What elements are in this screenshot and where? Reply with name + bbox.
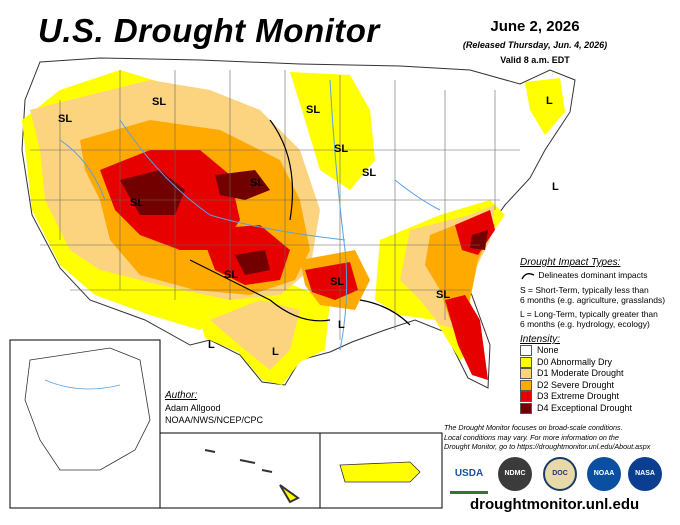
hawaii-islands [204,449,300,504]
label-sl-wisconsin: SL [334,143,348,155]
d3-region-mid-south [305,262,358,300]
d0-region-northeast [525,78,565,135]
intensity-swatch [520,345,532,357]
intensity-label: D4 Exceptional Drought [537,402,633,413]
author-org: NOAA/NWS/NCEP/CPC [165,415,264,425]
d3-region-florida [445,295,488,380]
intensity-row: D4 Exceptional Drought [520,403,632,415]
map-title: U.S. Drought Monitor [38,12,380,49]
intensity-label: D3 Extreme Drought [537,391,620,401]
impact-types-title: Drought Impact Types: [520,257,621,268]
label-l-newengland: L [552,181,559,193]
intensity-label: D0 Abnormally Dry [537,356,613,367]
intensity-title: Intensity: [520,334,561,345]
intensity-label: D2 Severe Drought [537,379,615,390]
footnote-line-3: Drought Monitor, go to https://droughtmo… [444,442,651,451]
intensity-swatch [520,379,532,391]
impact-lines [189,119,411,326]
label-l-texas: L [272,346,279,358]
label-sl-oregon: SL [58,113,72,125]
intensity-swatch [520,391,532,403]
d1-region-texas [210,300,300,370]
label-l-louisiana: L [338,319,345,331]
footnote-line-1: The Drought Monitor focuses on broad-sca… [444,423,623,432]
d4-region-wyoming [120,170,185,215]
intensity-swatch [520,368,532,380]
label-sl-iowa: SL [362,167,376,179]
author-name: Adam Allgood [165,403,221,413]
label-sl-minnesota: SL [306,104,320,116]
intensity-row: None [520,345,632,357]
label-sl-arkansas: SL [330,276,344,288]
author-block: Author: Adam Allgood NOAA/NWS/NCEP/CPC [165,390,263,426]
puertorico-inset-frame [319,432,443,509]
label-l-maine: L [546,95,553,107]
label-sl-georgia: SL [436,289,450,301]
label-sl-nebraska: SL [250,177,264,189]
map-date: June 2, 2026 [490,18,580,35]
impact-line-desc: Delineates dominant impacts [538,270,648,280]
website-link[interactable]: droughtmonitor.unl.edu [470,496,640,513]
alaska-shape [24,347,151,471]
intensity-swatch [520,356,532,368]
author-label: Author: [165,390,198,401]
impact-line-row: Delineates dominant impacts [520,270,665,281]
doc-seal-logo: DOC [543,457,577,491]
puertorico-shape [339,461,421,483]
intensity-row: D1 Moderate Drought [520,368,632,380]
nasa-logo: NASA [628,457,662,491]
intensity-row: D2 Severe Drought [520,380,632,392]
label-sl-utah: SL [130,197,144,209]
release-date: (Released Thursday, Jun. 4, 2026) [462,40,608,50]
footnote: The Drought Monitor focuses on broad-sca… [444,423,680,452]
noaa-logo: NOAA [587,457,621,491]
d4-region-oklahoma [235,250,270,275]
usda-logo: USDA [450,457,488,494]
intensity-row: D0 Abnormally Dry [520,357,632,369]
footnote-line-2: Local conditions may vary. For more info… [444,432,619,442]
impact-l-desc-2: 6 months (e.g. hydrology, ecology) [520,318,650,329]
intensity-row: D3 Extreme Drought [520,391,632,403]
intensity-label: D1 Moderate Drought [537,368,624,378]
impact-s-desc-1: S = Short-Term, typically less than [520,284,649,295]
ndmc-logo: NDMC [498,457,532,491]
d4-region-nebraska [215,170,270,200]
label-l-arizona: L [208,339,215,351]
intensity-legend: Intensity: None D0 Abnormally Dry D1 Moder… [520,334,632,414]
impact-l-desc-1: L = Long-Term, typically greater than [520,308,658,319]
label-sl-newmexico: SL [224,269,238,281]
rivers [59,79,441,351]
d0-region-midwest [290,72,375,190]
impact-types-legend: Drought Impact Types: Delineates dominan… [520,257,665,329]
intensity-swatch [520,402,532,414]
impact-line-icon [521,272,535,280]
state-boundaries [30,70,520,340]
impact-s-desc-2: 6 months (e.g. agriculture, grasslands) [520,294,666,305]
intensity-label: None [537,345,559,355]
valid-time: Valid 8 a.m. EDT [500,55,570,65]
label-sl-montana: SL [152,96,166,108]
